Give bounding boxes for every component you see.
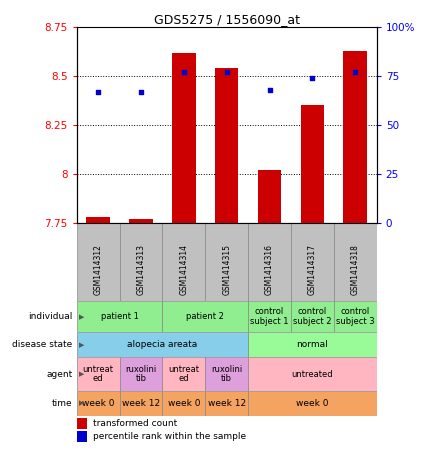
- Text: GSM1414317: GSM1414317: [308, 244, 317, 295]
- Text: GSM1414313: GSM1414313: [137, 244, 145, 295]
- Bar: [120, 223, 162, 301]
- Bar: [334, 301, 377, 332]
- Bar: [205, 391, 248, 416]
- Bar: [120, 357, 162, 391]
- Point: [352, 68, 359, 76]
- Text: control
subject 3: control subject 3: [336, 307, 374, 326]
- Bar: [162, 301, 248, 332]
- Text: control
subject 2: control subject 2: [293, 307, 332, 326]
- Title: GDS5275 / 1556090_at: GDS5275 / 1556090_at: [154, 13, 300, 26]
- Bar: [205, 357, 248, 391]
- Text: ruxolini
tib: ruxolini tib: [125, 365, 156, 383]
- Text: control
subject 1: control subject 1: [250, 307, 289, 326]
- Bar: [77, 391, 120, 416]
- Point: [309, 74, 316, 82]
- Text: disease state: disease state: [12, 340, 72, 349]
- Bar: [248, 357, 377, 391]
- Bar: [77, 431, 87, 442]
- Bar: [248, 332, 377, 357]
- Text: time: time: [52, 399, 72, 408]
- Bar: [77, 357, 120, 391]
- Text: GSM1414312: GSM1414312: [94, 244, 102, 295]
- Text: untreat
ed: untreat ed: [83, 365, 113, 383]
- Bar: [77, 301, 162, 332]
- Point: [138, 88, 145, 96]
- Text: individual: individual: [28, 312, 72, 321]
- Text: agent: agent: [46, 370, 72, 379]
- Bar: [248, 223, 291, 301]
- Text: transformed count: transformed count: [93, 419, 177, 428]
- Bar: [120, 391, 162, 416]
- Bar: [129, 219, 153, 223]
- Point: [223, 68, 230, 76]
- Text: GSM1414318: GSM1414318: [351, 244, 360, 295]
- Point: [266, 86, 273, 93]
- Bar: [77, 332, 248, 357]
- Bar: [162, 391, 205, 416]
- Text: week 0: week 0: [82, 399, 114, 408]
- Point: [180, 68, 187, 76]
- Bar: [343, 51, 367, 223]
- Text: untreat
ed: untreat ed: [168, 365, 199, 383]
- Text: ▶: ▶: [79, 342, 84, 347]
- Bar: [205, 223, 248, 301]
- Text: week 0: week 0: [296, 399, 328, 408]
- Bar: [77, 223, 120, 301]
- Text: week 0: week 0: [168, 399, 200, 408]
- Bar: [334, 223, 377, 301]
- Text: ▶: ▶: [79, 371, 84, 377]
- Bar: [248, 391, 377, 416]
- Text: alopecia areata: alopecia areata: [127, 340, 198, 349]
- Bar: [300, 106, 324, 223]
- Text: GSM1414314: GSM1414314: [179, 244, 188, 295]
- Text: percentile rank within the sample: percentile rank within the sample: [93, 432, 246, 441]
- Point: [95, 88, 102, 96]
- Bar: [162, 223, 205, 301]
- Text: GSM1414315: GSM1414315: [222, 244, 231, 295]
- Bar: [258, 170, 281, 223]
- Text: patient 2: patient 2: [186, 312, 224, 321]
- Text: ▶: ▶: [79, 400, 84, 406]
- Text: ruxolini
tib: ruxolini tib: [211, 365, 242, 383]
- Bar: [162, 357, 205, 391]
- Bar: [77, 418, 87, 429]
- Text: untreated: untreated: [292, 370, 333, 379]
- Text: GSM1414316: GSM1414316: [265, 244, 274, 295]
- Bar: [291, 223, 334, 301]
- Text: patient 1: patient 1: [101, 312, 138, 321]
- Bar: [215, 68, 238, 223]
- Bar: [291, 301, 334, 332]
- Text: week 12: week 12: [208, 399, 246, 408]
- Bar: [172, 53, 196, 223]
- Bar: [86, 217, 110, 223]
- Text: ▶: ▶: [79, 313, 84, 320]
- Text: week 12: week 12: [122, 399, 160, 408]
- Text: normal: normal: [297, 340, 328, 349]
- Bar: [248, 301, 291, 332]
